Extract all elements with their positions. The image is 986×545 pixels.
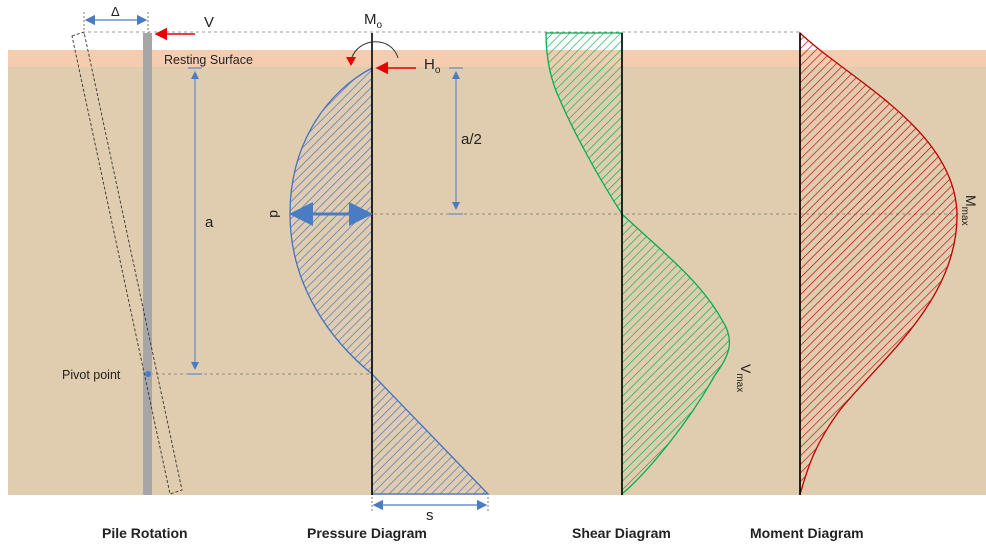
mmax-label: Mmax: [959, 195, 979, 226]
caption-shear-diagram: Shear Diagram: [572, 525, 671, 541]
caption-moment-diagram: Moment Diagram: [750, 525, 864, 541]
pivot-point-marker: [145, 371, 151, 377]
moment-curve: [799, 31, 958, 495]
d-label: d: [267, 210, 283, 218]
s-label: s: [426, 507, 434, 524]
rotated-pile-outline: [71, 31, 183, 495]
v-label: V: [204, 14, 214, 31]
a-label: a: [205, 214, 214, 231]
shear-upper-lobe: [545, 32, 623, 217]
surface-band: [8, 50, 986, 67]
moment-arrowhead: [346, 57, 356, 66]
a-half-label: a/2: [461, 131, 482, 148]
caption-pressure-diagram: Pressure Diagram: [307, 525, 427, 541]
pile: [143, 33, 152, 495]
m-label: Mo: [364, 11, 383, 31]
vmax-label: Vmax: [734, 364, 754, 392]
shear-lower-lobe: [621, 212, 731, 496]
pivot-point-label: Pivot point: [62, 368, 121, 382]
resting-surface-label: Resting Surface: [164, 53, 253, 67]
delta-label: Δ: [111, 4, 120, 19]
caption-pile-rotation: Pile Rotation: [102, 525, 188, 541]
h-label: Ho: [424, 56, 441, 76]
moment-arc-arrow: [350, 41, 399, 61]
